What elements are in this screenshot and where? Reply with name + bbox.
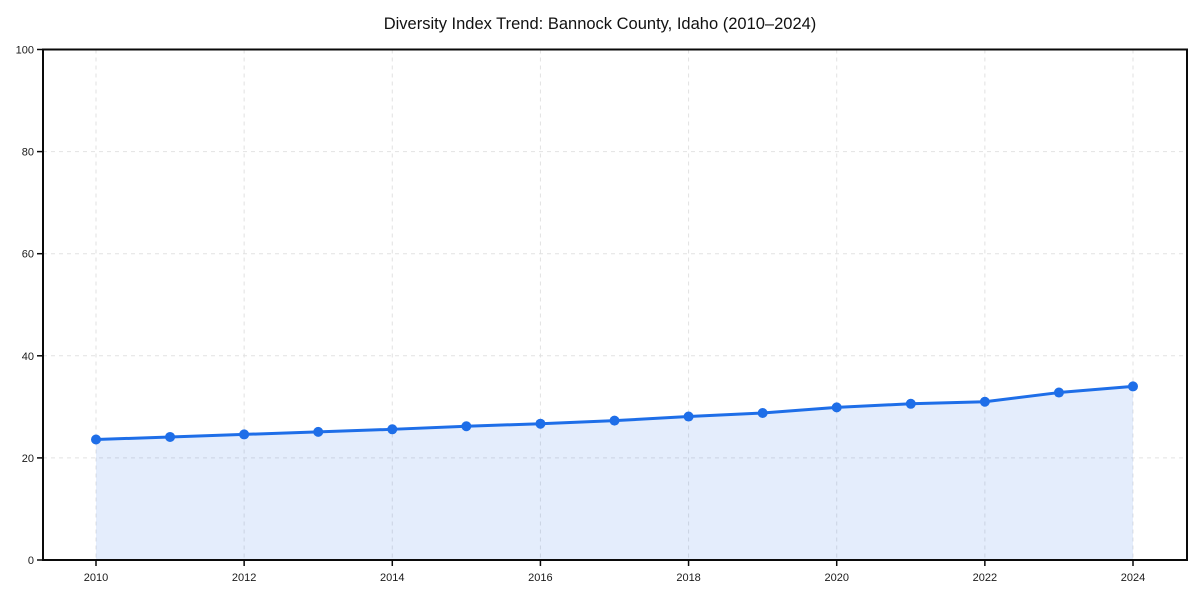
area-fill	[96, 386, 1133, 560]
y-tick-label: 60	[22, 249, 34, 261]
data-point	[831, 402, 842, 413]
plot-border	[42, 48, 1188, 561]
data-point	[683, 411, 694, 422]
x-tick-label: 2014	[380, 572, 404, 584]
data-point	[461, 421, 472, 432]
x-tick-label: 2018	[676, 572, 700, 584]
y-tick-label: 20	[22, 453, 34, 465]
data-point	[387, 424, 398, 435]
x-tick-label: 2016	[528, 572, 552, 584]
y-tick-label: 0	[28, 555, 34, 567]
data-point	[1128, 381, 1138, 392]
data-point	[239, 429, 250, 440]
data-point	[905, 398, 916, 409]
data-point	[313, 426, 324, 437]
plot-area: 0 20 40 60 80 100 2010 2012 2014 2016 2018 2020 2022…	[16, 45, 1188, 584]
chart-title: Diversity Index Trend: Bannock County, I…	[384, 15, 817, 33]
data-point	[609, 415, 620, 426]
data-point	[535, 418, 546, 429]
x-tick-label: 2022	[973, 572, 997, 584]
data-point	[165, 431, 176, 442]
x-tick-label: 2020	[824, 572, 848, 584]
y-tick-label: 100	[16, 45, 34, 57]
x-tick-label: 2012	[232, 572, 256, 584]
data-point	[91, 434, 101, 445]
data-point	[979, 396, 990, 407]
y-tick-label: 80	[22, 147, 34, 159]
x-tick-label: 2024	[1121, 572, 1145, 584]
data-point	[1053, 387, 1064, 398]
data-point	[757, 407, 768, 418]
x-tick-label: 2010	[84, 572, 108, 584]
y-tick-label: 40	[22, 351, 34, 363]
